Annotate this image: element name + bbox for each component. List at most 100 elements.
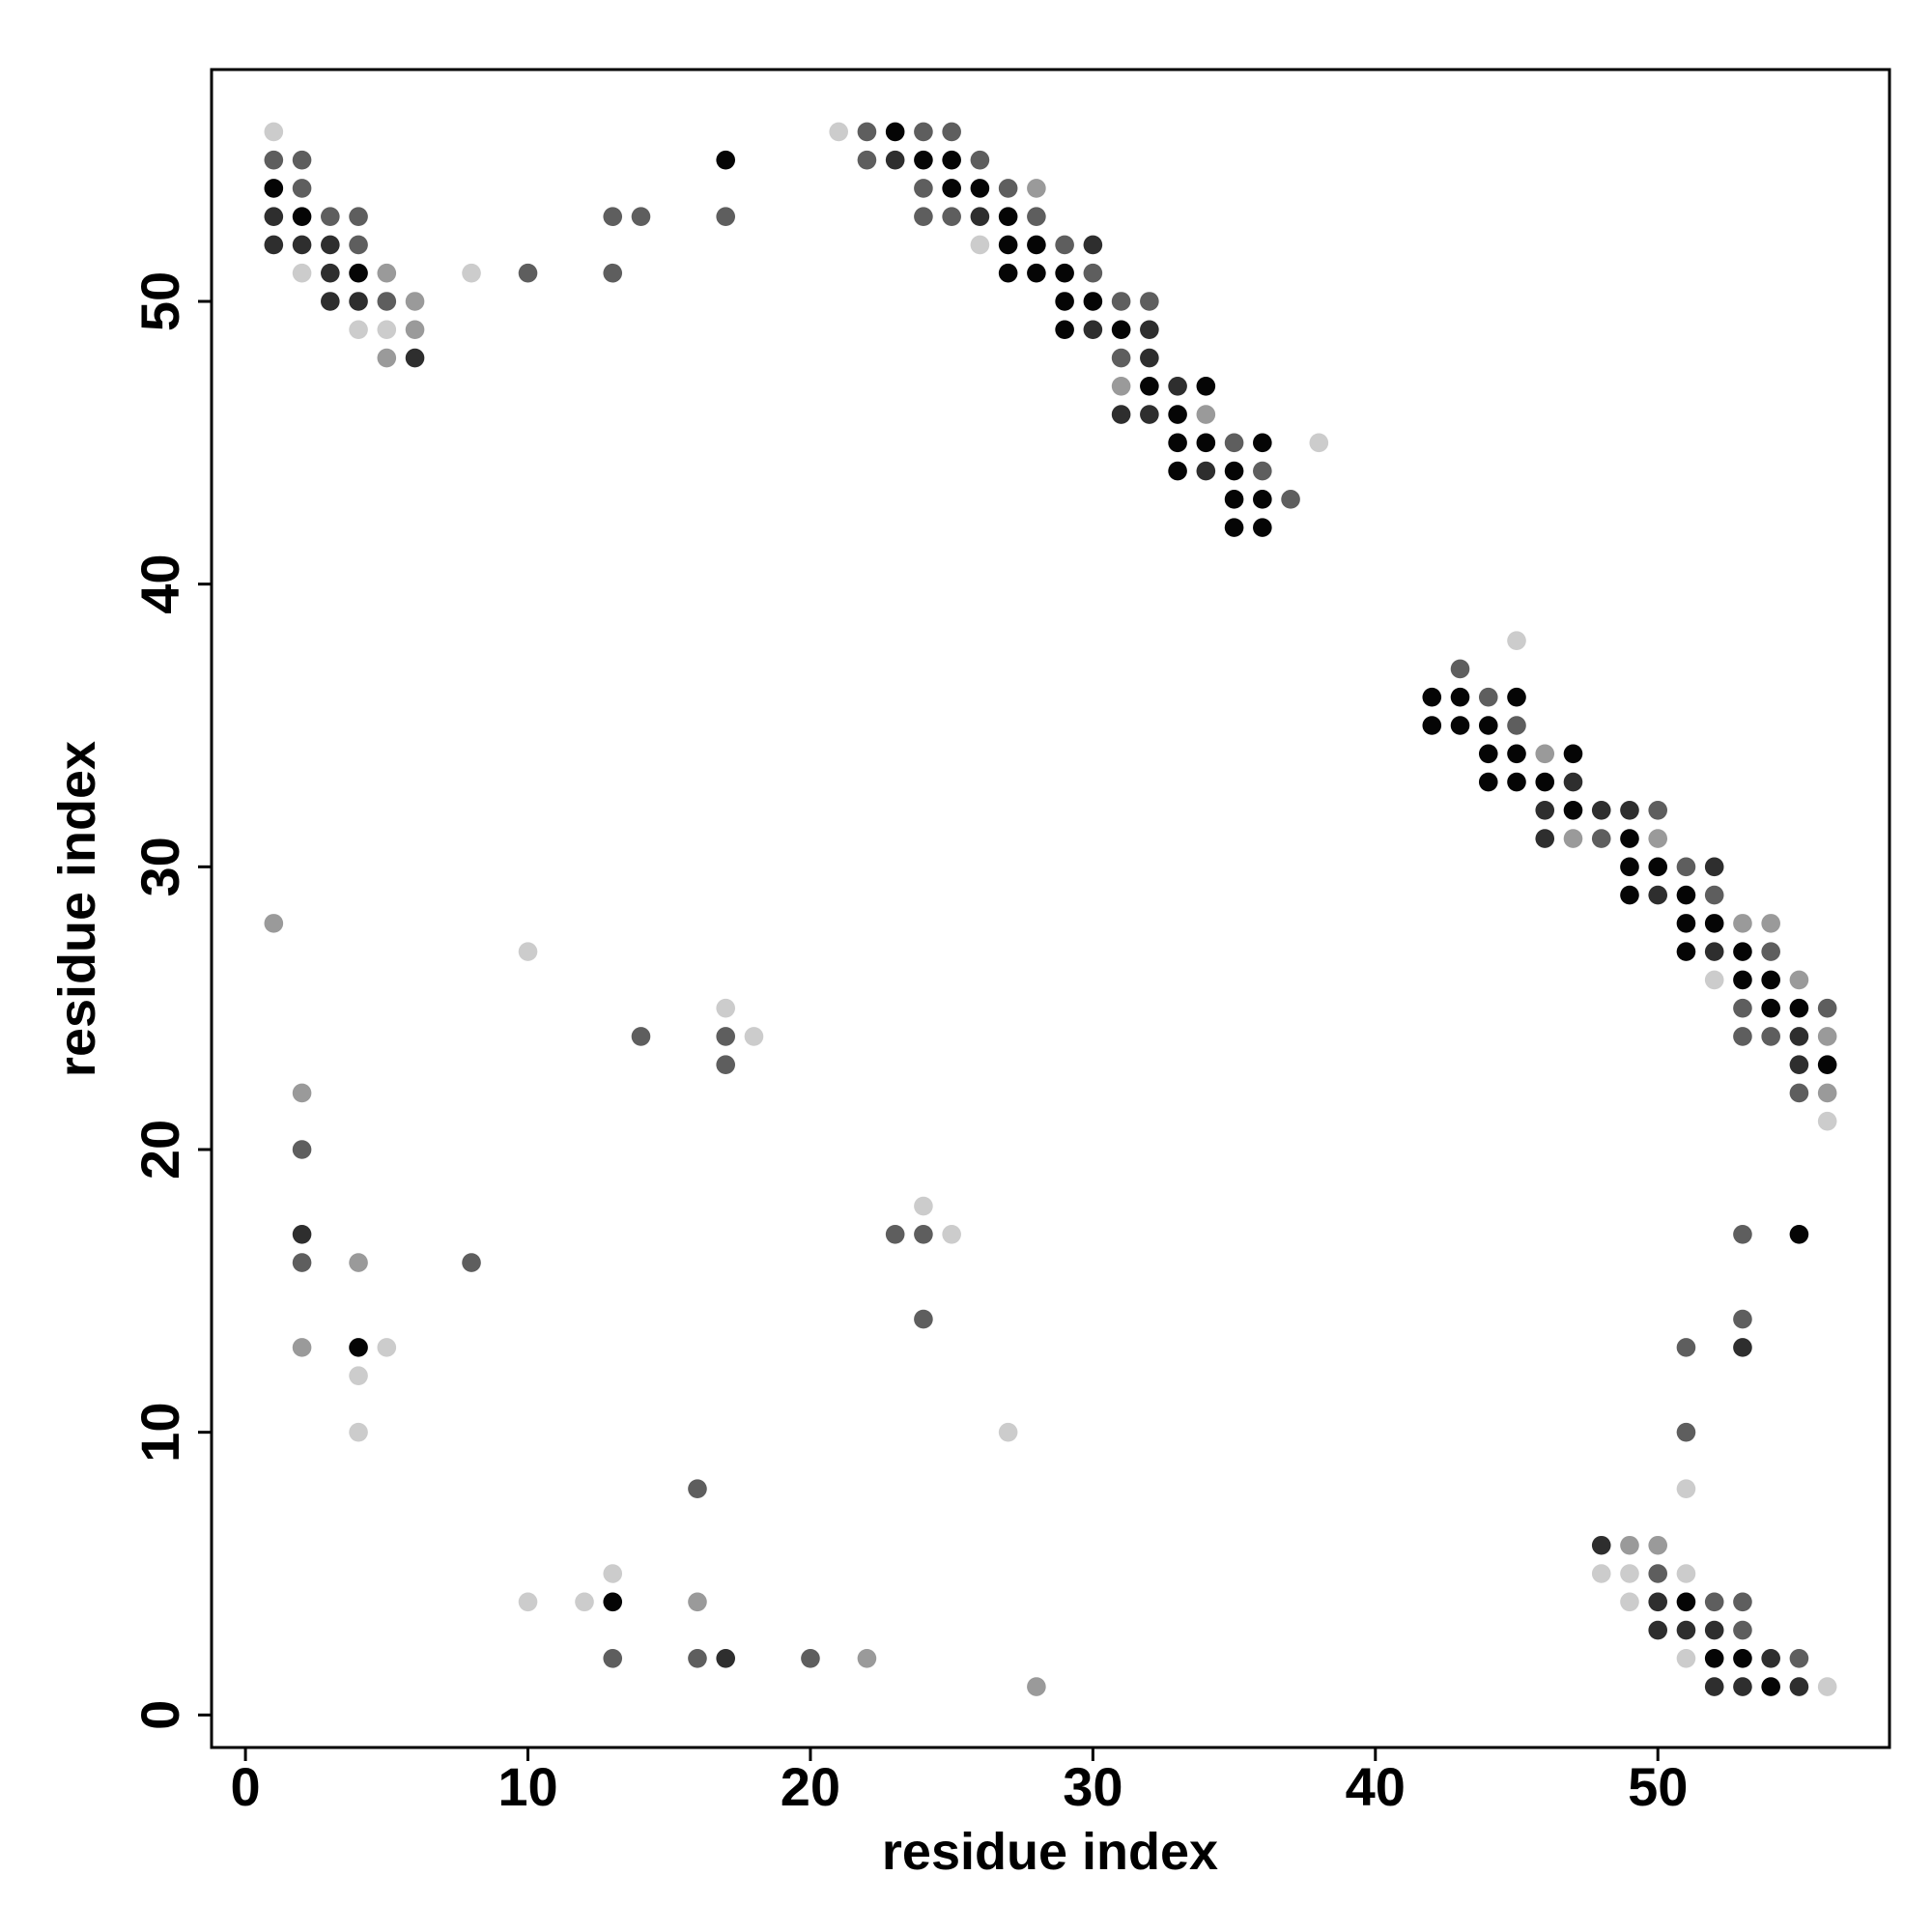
- point: [1083, 292, 1103, 311]
- point: [1648, 1620, 1668, 1640]
- point: [914, 122, 933, 142]
- point: [264, 207, 284, 226]
- point: [349, 1366, 368, 1385]
- point: [1196, 376, 1216, 396]
- point: [1620, 1535, 1639, 1555]
- point: [1733, 1649, 1752, 1668]
- point: [321, 263, 340, 283]
- point: [1648, 885, 1668, 905]
- point: [914, 1225, 933, 1244]
- point: [264, 179, 284, 198]
- point: [1563, 800, 1583, 820]
- point: [1704, 1592, 1724, 1612]
- point: [377, 292, 397, 311]
- point: [1648, 829, 1668, 848]
- point: [1704, 885, 1724, 905]
- point: [688, 1649, 707, 1668]
- point: [292, 1140, 312, 1159]
- point: [1253, 490, 1272, 509]
- point: [1224, 518, 1244, 537]
- point: [462, 263, 481, 283]
- point: [264, 150, 284, 170]
- point: [1620, 885, 1639, 905]
- point: [1761, 1649, 1780, 1668]
- point: [942, 122, 961, 142]
- point: [1733, 1309, 1752, 1329]
- x-axis-label: residue index: [882, 1823, 1218, 1881]
- point: [1761, 1677, 1780, 1696]
- point: [631, 207, 651, 226]
- point: [1733, 998, 1752, 1018]
- point: [1761, 998, 1780, 1018]
- y-tick-label: 50: [129, 271, 190, 331]
- point: [1478, 772, 1498, 792]
- point: [603, 1592, 623, 1612]
- point: [321, 235, 340, 255]
- point: [1789, 1677, 1809, 1696]
- point: [1507, 744, 1526, 764]
- point: [1253, 518, 1272, 537]
- point: [1140, 405, 1159, 424]
- point: [885, 122, 905, 142]
- point: [292, 1253, 312, 1272]
- point: [1817, 1111, 1837, 1131]
- y-tick-label: 40: [129, 554, 190, 614]
- point: [1591, 829, 1611, 848]
- point: [1507, 631, 1526, 650]
- plot-frame: [210, 68, 1891, 1749]
- x-tick-label: 30: [1063, 1756, 1122, 1817]
- point: [1591, 1535, 1611, 1555]
- point: [1535, 829, 1555, 848]
- point: [264, 235, 284, 255]
- point: [377, 263, 397, 283]
- point: [1422, 716, 1442, 735]
- point: [942, 207, 961, 226]
- point: [970, 179, 990, 198]
- point: [1817, 1027, 1837, 1046]
- point: [1676, 942, 1696, 961]
- point: [1620, 800, 1639, 820]
- point: [688, 1592, 707, 1612]
- point: [1817, 1055, 1837, 1075]
- point: [518, 942, 538, 961]
- point: [914, 179, 933, 198]
- point: [914, 207, 933, 226]
- point: [1055, 292, 1074, 311]
- point: [1027, 235, 1046, 255]
- point: [1733, 1592, 1752, 1612]
- point: [405, 320, 425, 340]
- y-tick-label: 10: [129, 1403, 190, 1463]
- point: [1704, 1649, 1724, 1668]
- point: [1733, 942, 1752, 961]
- point: [1733, 914, 1752, 933]
- point: [1563, 772, 1583, 792]
- point: [1055, 263, 1074, 283]
- point: [1620, 829, 1639, 848]
- point: [1055, 235, 1074, 255]
- point: [1111, 348, 1131, 368]
- point: [1704, 1677, 1724, 1696]
- point: [603, 263, 623, 283]
- point: [1676, 914, 1696, 933]
- point: [575, 1592, 594, 1612]
- point: [292, 1083, 312, 1103]
- point: [1450, 716, 1470, 735]
- point: [1140, 292, 1159, 311]
- point: [1620, 1592, 1639, 1612]
- point: [1224, 433, 1244, 453]
- point: [1253, 461, 1272, 481]
- x-tick-label: 50: [1628, 1756, 1688, 1817]
- x-tick-label: 0: [231, 1756, 261, 1817]
- point: [1648, 1592, 1668, 1612]
- point: [1676, 1620, 1696, 1640]
- x-tick-label: 40: [1346, 1756, 1406, 1817]
- y-tick-label: 20: [129, 1120, 190, 1179]
- point: [292, 1338, 312, 1357]
- point: [1676, 1422, 1696, 1442]
- point: [1761, 970, 1780, 990]
- point: [1535, 772, 1555, 792]
- point: [349, 1422, 368, 1442]
- point: [349, 320, 368, 340]
